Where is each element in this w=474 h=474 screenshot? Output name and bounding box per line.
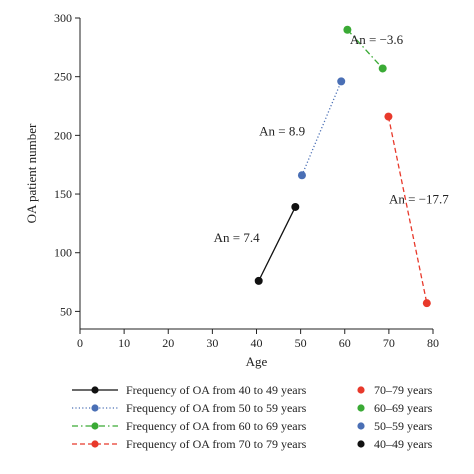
y-axis-title: OA patient number [24,123,39,223]
series-line-1 [301,81,342,176]
data-point-1-1 [337,77,346,86]
x-tick-label: 70 [383,336,395,350]
annotation-label: An = −3.6 [350,32,404,47]
annotation-label: An = 7.4 [214,230,260,245]
data-point-3-0 [384,112,393,121]
y-tick-label: 50 [60,304,72,318]
legend-point-swatch [91,404,99,412]
y-tick-label: 150 [54,187,72,201]
data-point-2-1 [378,64,387,73]
legend-point-swatch [91,422,99,430]
legend-label: 40–49 years [374,437,433,451]
legend-dot-swatch [357,422,365,430]
x-axis-title: Age [246,354,268,369]
x-tick-label: 0 [77,336,83,350]
legend-label: Frequency of OA from 50 to 59 years [126,401,307,415]
data-point-2-0 [343,25,352,34]
y-tick-label: 200 [54,128,72,142]
legend-label: 70–79 years [374,383,433,397]
series-line-2 [346,29,384,69]
x-tick-label: 40 [251,336,263,350]
legend-label: Frequency of OA from 70 to 79 years [126,437,307,451]
annotation-label: An = 8.9 [259,123,305,138]
series-line-0 [258,206,296,282]
legend-label: Frequency of OA from 60 to 69 years [126,419,307,433]
data-point-0-1 [291,202,300,211]
x-tick-label: 20 [162,336,174,350]
x-tick-label: 50 [295,336,307,350]
annotation-label: An = −17.7 [389,191,449,206]
annotations-group: An = 7.4 An = 8.9 An = −3.6 An = −17.7 [214,32,450,245]
legend-dot-swatch [357,386,365,394]
y-tick-label: 100 [54,246,72,260]
legend-dot-swatch [357,440,365,448]
data-point-1-0 [297,171,306,180]
legend: Frequency of OA from 40 to 49 years Frequ… [72,383,433,451]
legend-label: Frequency of OA from 40 to 49 years [126,383,307,397]
axes: 0 10 20 30 40 50 60 70 80 50 100 150 200 250 300 Age OA … [24,11,439,369]
data-point-3-1 [422,299,431,308]
legend-point-swatch [91,386,99,394]
y-tick-label: 250 [54,70,72,84]
x-tick-label: 30 [206,336,218,350]
data-point-0-0 [254,276,263,285]
x-tick-label: 60 [339,336,351,350]
series-line-3 [387,116,428,304]
y-tick-label: 300 [54,11,72,25]
legend-label: 60–69 years [374,401,433,415]
legend-dot-swatch [357,404,365,412]
legend-point-swatch [91,440,99,448]
x-tick-label: 10 [118,336,130,350]
x-tick-label: 80 [427,336,439,350]
series-group [254,25,431,308]
legend-label: 50–59 years [374,419,433,433]
